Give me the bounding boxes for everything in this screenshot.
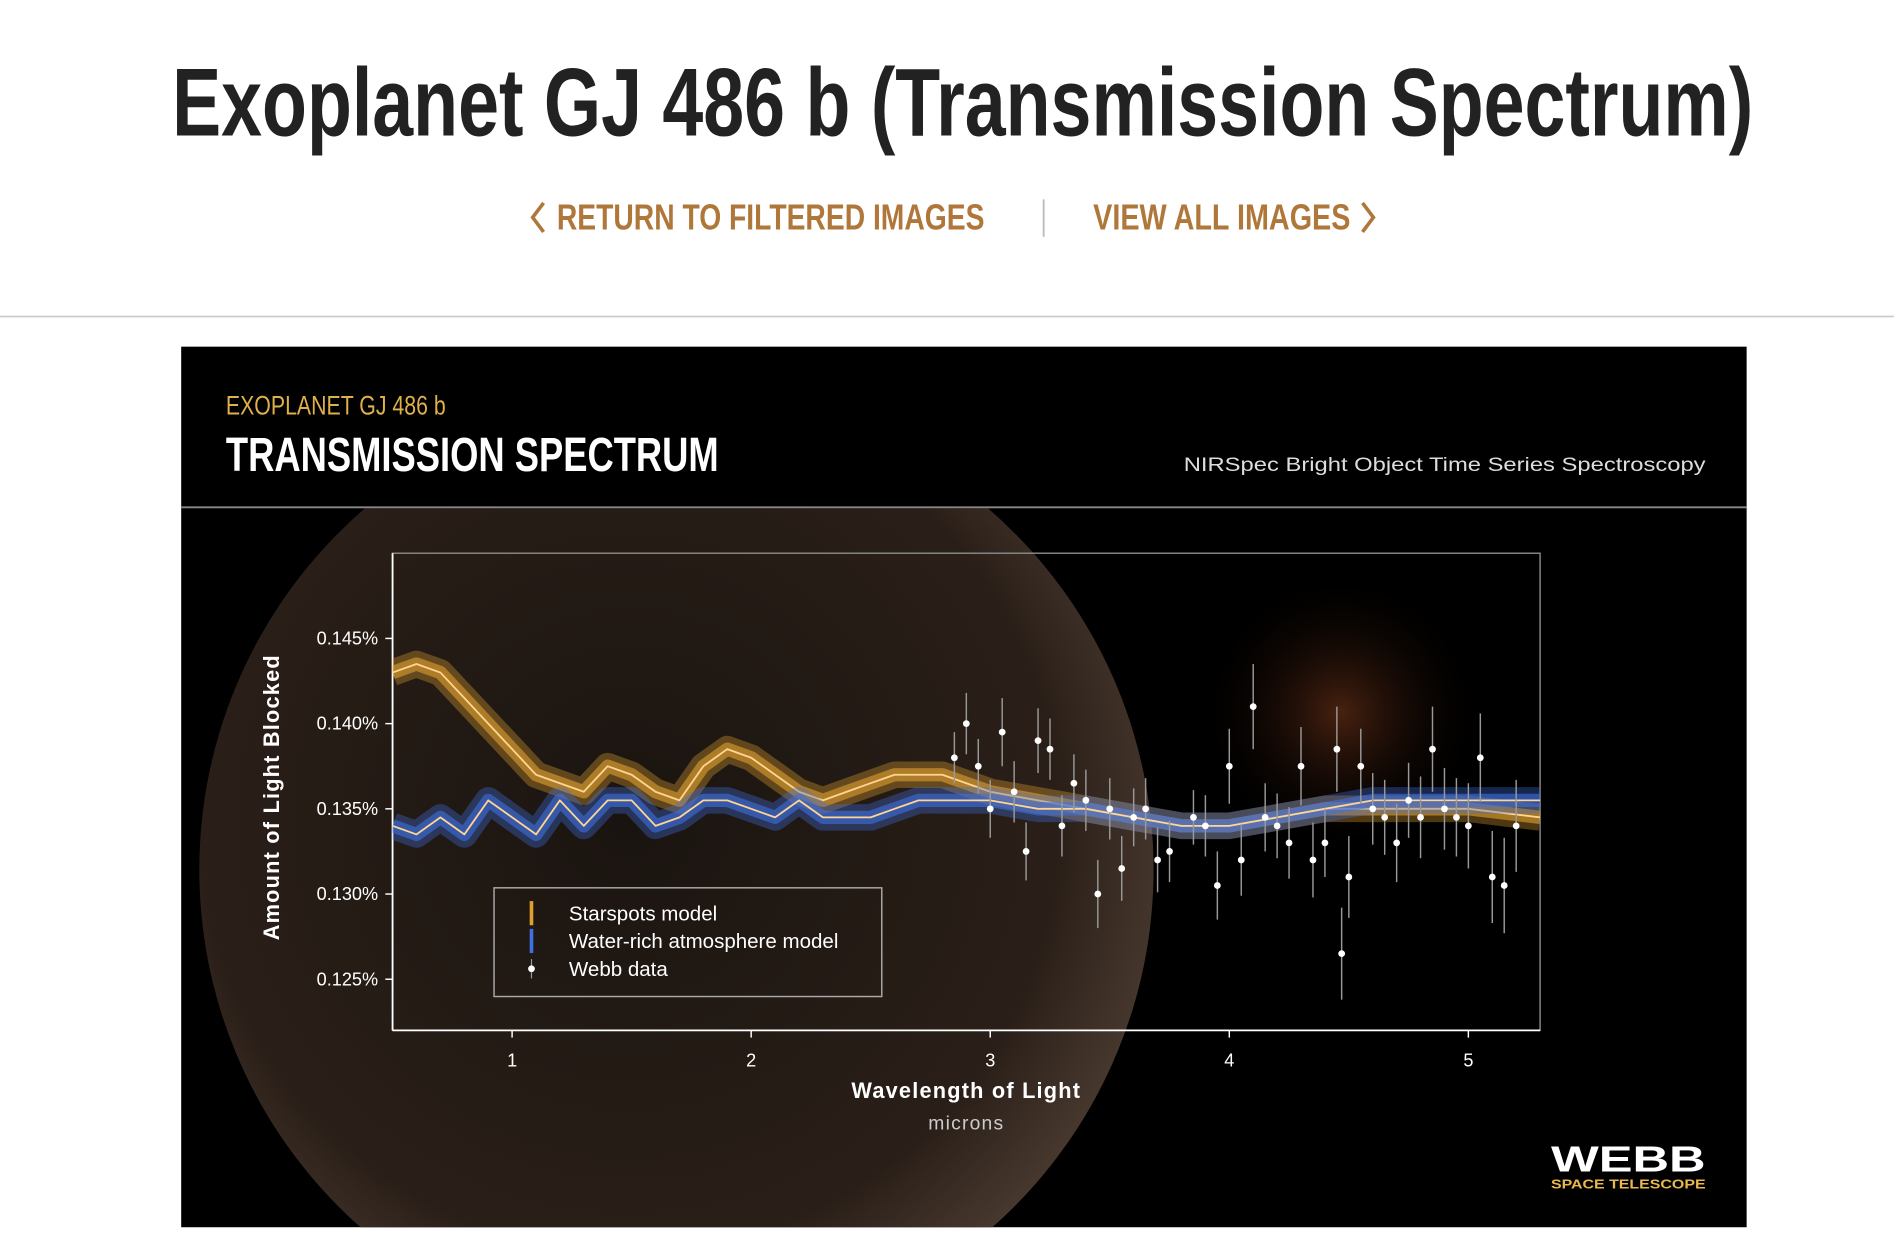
data-point (1249, 703, 1257, 710)
backdrop (199, 508, 1486, 1228)
y-tick-label: 0.140% (317, 714, 378, 734)
data-point (950, 754, 958, 762)
legend-label: Water-rich atmosphere model (569, 930, 838, 953)
spectrum-image: EXOPLANET GJ 486 b TRANSMISSION SPECTRUM… (181, 346, 1747, 1228)
data-point (1512, 822, 1520, 830)
data-point (1393, 839, 1401, 847)
x-tick-label: 5 (1463, 1051, 1473, 1071)
page-title: Exoplanet GJ 486 b (Transmission Spectru… (172, 49, 1753, 156)
data-point (962, 720, 970, 728)
data-point (1130, 813, 1138, 821)
data-point (1106, 805, 1114, 813)
data-point (1417, 813, 1424, 821)
data-point (1297, 762, 1305, 770)
data-point (998, 728, 1006, 736)
x-tick-label: 4 (1224, 1051, 1234, 1071)
data-point (1309, 856, 1317, 864)
y-tick-label: 0.145% (317, 628, 378, 648)
data-point (1202, 822, 1209, 830)
nav-link-return[interactable]: RETURN TO FILTERED IMAGES (557, 197, 985, 238)
legend-swatch (528, 965, 535, 973)
data-point (1190, 813, 1197, 821)
data-point (1070, 779, 1078, 787)
y-tick-label: 0.125% (317, 969, 378, 989)
data-point (1321, 839, 1329, 847)
legend-label: Webb data (569, 958, 668, 981)
data-point (1500, 882, 1508, 889)
logo-text: WEBB (1551, 1139, 1706, 1180)
data-point (1453, 813, 1460, 821)
data-point (1166, 848, 1173, 855)
y-tick-label: 0.135% (317, 799, 378, 819)
x-tick-label: 3 (985, 1051, 995, 1071)
data-point (1333, 745, 1341, 753)
data-point (1464, 822, 1472, 830)
image-title: TRANSMISSION SPECTRUM (226, 428, 719, 482)
data-point (986, 805, 994, 813)
image-subtitle: NIRSpec Bright Object Time Series Spectr… (1184, 455, 1706, 476)
data-point (1441, 805, 1448, 813)
chevron-left (530, 201, 546, 234)
data-point (1273, 822, 1281, 830)
star-glow (1195, 567, 1486, 858)
data-point (1488, 873, 1496, 881)
image-kicker: EXOPLANET GJ 486 b (226, 390, 446, 420)
data-point (1338, 950, 1346, 958)
data-point (974, 762, 982, 770)
x-tick-label: 1 (507, 1051, 517, 1071)
legend-box (493, 887, 883, 998)
data-point (1429, 745, 1436, 753)
data-point (1082, 796, 1090, 804)
nav-link-all[interactable]: VIEW ALL IMAGES (1093, 197, 1350, 238)
data-point (1476, 754, 1484, 762)
data-point (1154, 856, 1161, 864)
x-axis-unit: microns (928, 1113, 1004, 1134)
chevron-right (1361, 201, 1376, 234)
data-point (1118, 865, 1126, 872)
data-point (1022, 848, 1030, 855)
plot-area (392, 650, 1541, 1000)
data-point (1357, 762, 1365, 770)
logo-subtext: SPACE TELESCOPE (1551, 1177, 1706, 1192)
data-point (1046, 745, 1054, 753)
data-point (1381, 813, 1389, 821)
planet (199, 508, 1154, 1228)
data-point (1142, 805, 1150, 813)
data-point (1034, 737, 1042, 745)
data-point (1094, 890, 1102, 898)
data-point (1369, 805, 1377, 813)
data-point (1261, 813, 1269, 821)
y-tick-label: 0.130% (317, 884, 378, 904)
data-point (1225, 762, 1233, 770)
legend-label: Starspots model (569, 902, 717, 925)
data-point (1213, 882, 1221, 889)
x-axis-title: Wavelength of Light (851, 1078, 1081, 1103)
data-point (1237, 856, 1245, 864)
data-point (1405, 796, 1412, 804)
model-line (392, 799, 1541, 836)
x-tick-label: 2 (746, 1051, 756, 1071)
legend: Starspots model Water-rich atmosphere mod… (528, 901, 838, 981)
data-point (1058, 822, 1066, 830)
data-point (1010, 788, 1018, 796)
y-axis-title: Amount of Light Blocked (259, 654, 284, 940)
data-point (1345, 873, 1353, 881)
data-point (1285, 839, 1293, 847)
